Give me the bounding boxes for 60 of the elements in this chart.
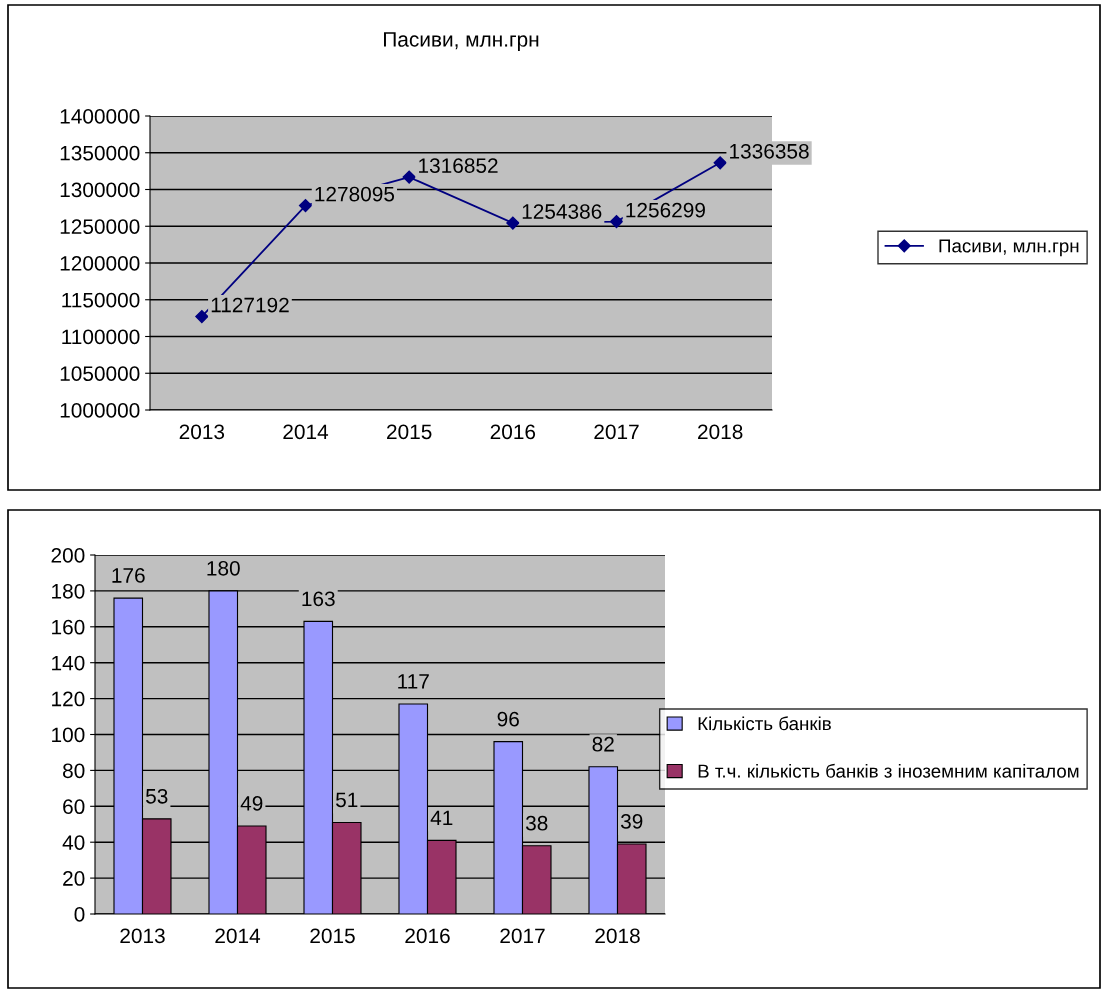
x-tick-label: 2014	[215, 928, 261, 944]
data-label: 38	[525, 815, 548, 831]
y-tick-label: 100	[52, 727, 85, 743]
y-tick-label: 160	[52, 619, 85, 635]
y-tick-label: 1100000	[62, 329, 140, 345]
legend-label: В т.ч. кількість банків з іноземним капіталом	[698, 763, 1079, 778]
data-label: 53	[146, 788, 168, 804]
y-tick-label: 180	[52, 583, 85, 599]
x-tick-label: 2016	[405, 928, 450, 944]
data-label: 163	[302, 591, 335, 607]
data-label: 117	[398, 674, 429, 689]
data-label: 1256299	[626, 202, 705, 218]
y-tick-label: 1350000	[60, 145, 140, 161]
point	[195, 309, 209, 324]
x-tick-label: 2014	[283, 424, 329, 440]
data-label: 1278095	[315, 186, 395, 202]
x-tick-label: 2016	[490, 424, 536, 440]
x-tick-label: 2018	[698, 424, 743, 440]
legend-label: Кількість банків	[698, 716, 831, 731]
data-label: 49	[240, 796, 263, 811]
point	[609, 215, 624, 229]
point	[506, 216, 520, 230]
data-label: 176	[112, 568, 145, 583]
x-tick-label: 2013	[179, 424, 225, 440]
point	[713, 156, 727, 170]
data-label: 1316852	[419, 158, 498, 173]
y-tick-label: 1300000	[60, 182, 140, 198]
data-label: 180	[207, 560, 240, 576]
y-tick-label: 140	[52, 655, 85, 671]
data-label: 41	[430, 810, 453, 825]
point	[298, 199, 313, 213]
data-label: 51	[336, 792, 358, 808]
legend-label: Пасиви, млн.грн	[939, 239, 1079, 257]
y-tick-label: 20	[63, 871, 85, 886]
y-tick-label: 60	[63, 799, 85, 815]
y-tick-label: 40	[62, 835, 85, 850]
point	[402, 170, 416, 184]
y-tick-label: 80	[63, 763, 85, 779]
data-label: 96	[497, 711, 519, 727]
data-label: 1254386	[522, 204, 602, 219]
y-tick-label: 1400000	[60, 109, 140, 124]
x-tick-label: 2013	[120, 928, 165, 944]
y-tick-label: 1050000	[60, 366, 140, 381]
data-label: 1127192	[211, 297, 289, 313]
data-label: 39	[620, 814, 643, 829]
y-tick-label: 200	[51, 548, 85, 563]
y-tick-label: 0	[74, 907, 85, 922]
y-tick-label: 1200000	[60, 256, 140, 271]
y-tick-label: 1000000	[60, 403, 140, 418]
x-tick-label: 2015	[310, 928, 355, 944]
y-tick-label: 1150000	[62, 292, 140, 308]
chart-title: Пасиви, млн.грн	[384, 32, 539, 51]
data-label: 82	[592, 736, 614, 752]
y-tick-label: 1250000	[60, 219, 140, 234]
x-tick-label: 2015	[387, 424, 432, 440]
data-label: 1336358	[730, 143, 809, 159]
x-tick-label: 2017	[594, 424, 639, 440]
y-tick-label: 120	[52, 691, 85, 707]
x-tick-label: 2017	[500, 928, 545, 944]
x-tick-label: 2018	[595, 928, 640, 944]
